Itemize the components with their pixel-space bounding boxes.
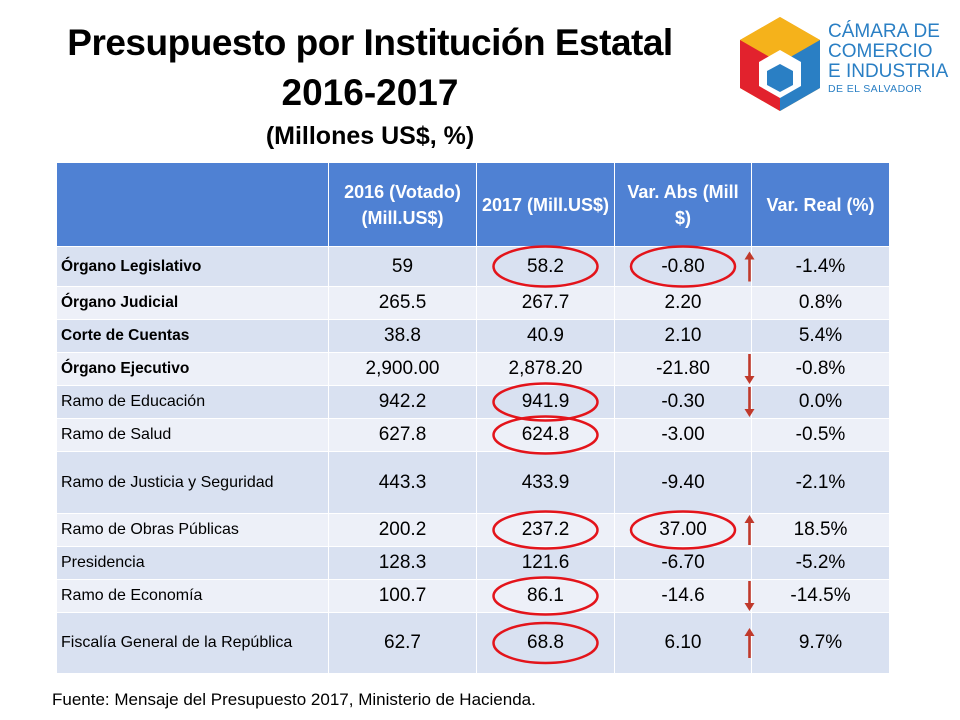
value-2016-cell: 128.3 — [328, 546, 477, 580]
budget-table: 2016 (Votado) (Mill.US$) 2017 (Mill.US$)… — [56, 162, 890, 674]
var-real-cell: 5.4% — [751, 319, 890, 353]
value-2017-cell: 121.6 — [476, 546, 615, 580]
institution-cell: Corte de Cuentas — [56, 319, 329, 353]
value-2016-cell: 38.8 — [328, 319, 477, 353]
var-abs-cell: -0.30 — [614, 385, 752, 419]
value-2016-cell: 443.3 — [328, 451, 477, 514]
value-2017-cell: 40.9 — [476, 319, 615, 353]
table-row: Fiscalía General de la República 62.7 68.8… — [56, 612, 890, 674]
var-abs-cell: 6.10 — [614, 612, 752, 674]
value-2016-cell: 265.5 — [328, 286, 477, 320]
chamber-logo: CÁMARA DE COMERCIO E INDUSTRIA DE EL SAL… — [735, 12, 950, 132]
logo-line-4: DE EL SALVADOR — [828, 83, 923, 95]
institution-cell: Ramo de Economía — [56, 579, 329, 613]
value-2017-cell: 433.9 — [476, 451, 615, 514]
table-row: Órgano Ejecutivo 2,900.00 2,878.20 -21.80 -0… — [56, 352, 890, 386]
value-2017-cell: 941.9 — [476, 385, 615, 419]
institution-cell: Ramo de Salud — [56, 418, 329, 452]
var-real-cell: 18.5% — [751, 513, 890, 547]
value-2017-cell: 624.8 — [476, 418, 615, 452]
table-row: Corte de Cuentas 38.8 40.9 2.10 5.4% — [56, 319, 890, 353]
var-abs-cell: -0.80 — [614, 246, 752, 287]
header-var-abs: Var. Abs (Mill $) — [614, 162, 752, 247]
value-2016-cell: 942.2 — [328, 385, 477, 419]
institution-cell: Fiscalía General de la República — [56, 612, 329, 674]
var-abs-cell: -14.6 — [614, 579, 752, 613]
var-abs-cell: 2.10 — [614, 319, 752, 353]
value-2016-cell: 627.8 — [328, 418, 477, 452]
var-abs-cell: -3.00 — [614, 418, 752, 452]
page-title-years: 2016-2017 — [281, 72, 459, 113]
table-body: Órgano Legislativo 59 58.2 -0.80 -1.4% Órgano… — [56, 246, 890, 674]
institution-cell: Ramo de Educación — [56, 385, 329, 419]
var-real-cell: 9.7% — [751, 612, 890, 674]
table-row: Órgano Legislativo 59 58.2 -0.80 -1.4% — [56, 246, 890, 287]
value-2016-cell: 59 — [328, 246, 477, 287]
value-2017-cell: 267.7 — [476, 286, 615, 320]
chamber-logo-icon — [740, 17, 820, 111]
chamber-logo-text: CÁMARA DE COMERCIO E INDUSTRIA DE EL SAL… — [828, 22, 948, 96]
table-row: Ramo de Obras Públicas 200.2 237.2 37.00 18.… — [56, 513, 890, 547]
var-real-cell: -14.5% — [751, 579, 890, 613]
var-real-cell: -0.5% — [751, 418, 890, 452]
institution-cell: Órgano Ejecutivo — [56, 352, 329, 386]
header-var-real: Var. Real (%) — [751, 162, 890, 247]
value-2017-cell: 2,878.20 — [476, 352, 615, 386]
source-note: Fuente: Mensaje del Presupuesto 2017, Mi… — [52, 690, 536, 709]
value-2016-cell: 200.2 — [328, 513, 477, 547]
var-real-cell: 0.8% — [751, 286, 890, 320]
table-row: Ramo de Salud 627.8 624.8 -3.00 -0.5% — [56, 418, 890, 452]
table-row: Ramo de Educación 942.2 941.9 -0.30 0.0% — [56, 385, 890, 419]
var-abs-cell: 37.00 — [614, 513, 752, 547]
value-2017-cell: 237.2 — [476, 513, 615, 547]
value-2017-cell: 86.1 — [476, 579, 615, 613]
var-real-cell: -2.1% — [751, 451, 890, 514]
logo-line-2: COMERCIO — [828, 41, 933, 62]
page-subtitle-units: (Millones US$, %) — [265, 122, 475, 150]
value-2017-cell: 58.2 — [476, 246, 615, 287]
header-2016: 2016 (Votado) (Mill.US$) — [328, 162, 477, 247]
var-abs-cell: -9.40 — [614, 451, 752, 514]
logo-line-3: E INDUSTRIA — [828, 61, 949, 82]
institution-cell: Órgano Judicial — [56, 286, 329, 320]
var-abs-cell: -21.80 — [614, 352, 752, 386]
page-title: Presupuesto por Institución Estatal — [67, 22, 673, 63]
value-2016-cell: 100.7 — [328, 579, 477, 613]
table-row: Presidencia 128.3 121.6 -6.70 -5.2% — [56, 546, 890, 580]
table-row: Ramo de Justicia y Seguridad 443.3 433.9 -9… — [56, 451, 890, 514]
institution-cell: Presidencia — [56, 546, 329, 580]
header-institution — [56, 162, 329, 247]
value-2016-cell: 2,900.00 — [328, 352, 477, 386]
var-real-cell: -0.8% — [751, 352, 890, 386]
var-real-cell: -1.4% — [751, 246, 890, 287]
institution-cell: Órgano Legislativo — [56, 246, 329, 287]
var-real-cell: -5.2% — [751, 546, 890, 580]
table-row: Ramo de Economía 100.7 86.1 -14.6 -14.5% — [56, 579, 890, 613]
institution-cell: Ramo de Justicia y Seguridad — [56, 451, 329, 514]
header-2017: 2017 (Mill.US$) — [476, 162, 615, 247]
table-header-row: 2016 (Votado) (Mill.US$) 2017 (Mill.US$)… — [56, 162, 890, 247]
logo-line-1: CÁMARA DE — [828, 21, 940, 42]
table-row: Órgano Judicial 265.5 267.7 2.20 0.8% — [56, 286, 890, 320]
var-abs-cell: -6.70 — [614, 546, 752, 580]
value-2017-cell: 68.8 — [476, 612, 615, 674]
var-real-cell: 0.0% — [751, 385, 890, 419]
var-abs-cell: 2.20 — [614, 286, 752, 320]
institution-cell: Ramo de Obras Públicas — [56, 513, 329, 547]
value-2016-cell: 62.7 — [328, 612, 477, 674]
